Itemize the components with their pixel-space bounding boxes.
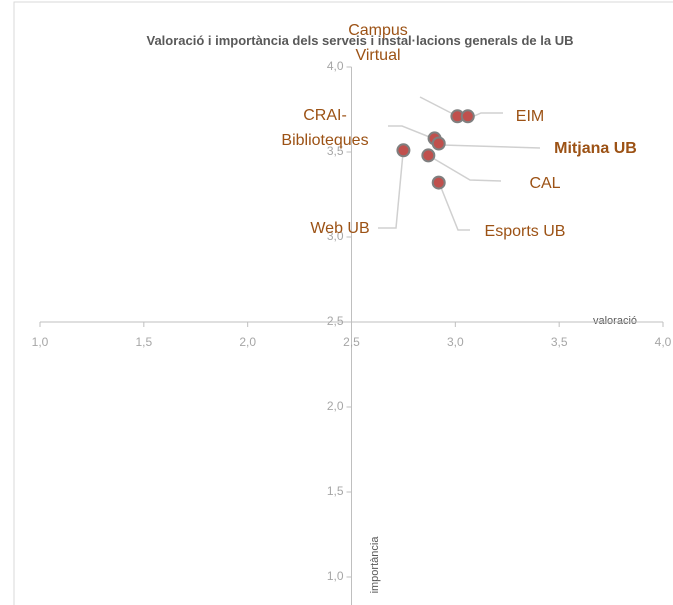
- point-label: Web UB: [310, 220, 370, 237]
- x-tick-label: 2,5: [343, 335, 360, 349]
- y-tick-label: 1,0: [327, 569, 344, 583]
- x-tick-label: 3,0: [447, 335, 464, 349]
- y-tick-label: 2,0: [327, 399, 344, 413]
- point: [396, 143, 411, 158]
- leader-line: [471, 112, 503, 118]
- point-label: Mitjana UB: [554, 140, 637, 157]
- y-tick-label: 1,5: [327, 484, 344, 498]
- y-tick-label: 4,0: [327, 59, 344, 73]
- point: [431, 175, 446, 190]
- point-label: Campus Virtual: [348, 22, 408, 64]
- y-tick-label: 3,0: [327, 229, 344, 243]
- leader-line: [430, 156, 502, 182]
- y-tick-label: 2,5: [327, 314, 344, 328]
- chart-title: Valoració i importància dels serveis i i…: [146, 33, 574, 48]
- leader-line: [388, 125, 433, 139]
- y-axis-label: importància: [369, 536, 381, 594]
- x-axis-label: valoració: [593, 315, 637, 327]
- point-label: EIM: [515, 108, 545, 125]
- point-label: CAL: [529, 175, 561, 192]
- chart-frame: [13, 1, 673, 605]
- x-tick-label: 4,0: [655, 335, 672, 349]
- x-tick-label: 2,0: [239, 335, 256, 349]
- point-label: CRAI-Biblioteques: [281, 107, 369, 149]
- point: [460, 109, 475, 124]
- leader-line: [439, 184, 470, 231]
- leader-line: [441, 144, 541, 149]
- x-tick-label: 1,5: [135, 335, 152, 349]
- leader-line: [378, 152, 404, 229]
- point: [431, 136, 446, 151]
- y-tick-label: 3,5: [327, 144, 344, 158]
- x-tick-label: 1,0: [32, 335, 49, 349]
- leader-line: [419, 96, 456, 116]
- x-tick-label: 3,5: [551, 335, 568, 349]
- point-label: Esports UB: [484, 223, 566, 240]
- point: [421, 148, 436, 163]
